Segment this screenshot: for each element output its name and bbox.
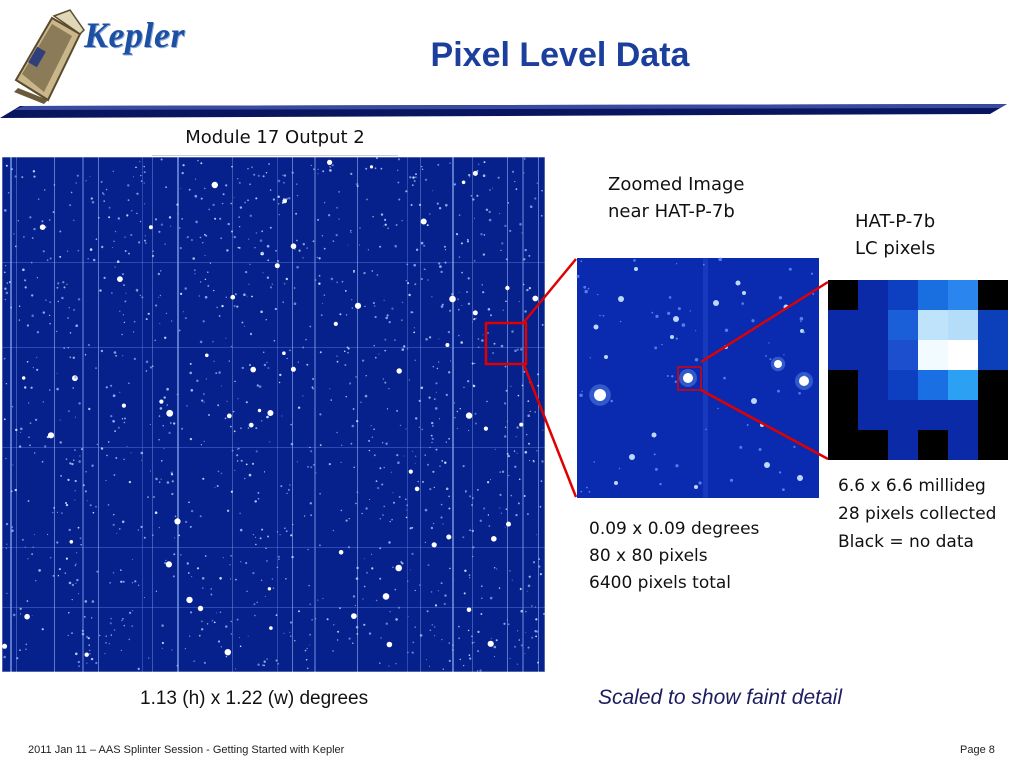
lc-pixel-cell: [888, 310, 918, 340]
kepler-logo: [14, 9, 85, 104]
page-title: Pixel Level Data: [430, 36, 690, 74]
lc-pixel-cell: [858, 310, 888, 340]
lc-caption-line1: 6.6 x 6.6 millideg: [838, 476, 986, 496]
zoomed-image: [576, 257, 820, 499]
lc-pixel-cell: [948, 430, 978, 460]
lc-caption-line2: 28 pixels collected: [838, 504, 997, 524]
footer-session: 2011 Jan 11 – AAS Splinter Session - Get…: [28, 744, 345, 756]
lc-pixel-cell: [918, 430, 948, 460]
zoom-caption-line2: 80 x 80 pixels: [589, 546, 708, 566]
highlight-box-small: [677, 366, 702, 391]
lc-pixel-cell: [918, 280, 948, 310]
zoom-label-line1: Zoomed Image: [608, 174, 745, 195]
lc-pixel-cell: [948, 370, 978, 400]
zoom-caption-line3: 6400 pixels total: [589, 573, 732, 593]
lc-label: HAT-P-7b LC pixels: [855, 208, 935, 262]
lc-caption: 6.6 x 6.6 millideg 28 pixels collected B…: [838, 472, 996, 556]
lc-pixel-cell: [828, 430, 858, 460]
lc-pixel-cell: [828, 340, 858, 370]
lc-pixel-cell: [888, 340, 918, 370]
field-dimensions-caption: 1.13 (h) x 1.22 (w) degrees: [140, 688, 369, 709]
highlight-box-large: [484, 321, 528, 366]
spacecraft-icon: [14, 9, 85, 104]
lc-pixel-cell: [978, 400, 1008, 430]
lc-pixel-cell: [978, 370, 1008, 400]
zoom-label: Zoomed Image near HAT-P-7b: [608, 171, 745, 225]
footer-page-number: Page 8: [960, 744, 995, 756]
lc-pixel-cell: [978, 430, 1008, 460]
header-rule: [0, 104, 1007, 118]
zoom-caption-line1: 0.09 x 0.09 degrees: [589, 519, 760, 539]
lc-pixel-cell: [828, 310, 858, 340]
lc-pixel-cell: [858, 370, 888, 400]
lc-pixel-cell: [858, 430, 888, 460]
lc-pixel-cell: [948, 310, 978, 340]
lc-label-line2: LC pixels: [855, 238, 936, 259]
lc-pixel-grid: [828, 280, 1008, 460]
lc-pixel-cell: [828, 370, 858, 400]
lc-pixel-cell: [948, 340, 978, 370]
star-field: [2, 157, 545, 672]
lc-pixel-cell: [858, 340, 888, 370]
lc-pixel-cell: [918, 370, 948, 400]
zoom-label-line2: near HAT-P-7b: [608, 201, 735, 222]
lc-pixel-cell: [948, 400, 978, 430]
lc-pixel-cell: [858, 400, 888, 430]
module-label-underline: [152, 155, 398, 156]
logo-wordmark: Kepler: [84, 15, 185, 55]
lc-pixel-cell: [978, 340, 1008, 370]
lc-label-line1: HAT-P-7b: [855, 211, 936, 232]
lc-pixel-cell: [918, 400, 948, 430]
zoom-caption: 0.09 x 0.09 degrees 80 x 80 pixels 6400 …: [589, 516, 759, 597]
lc-pixel-cell: [978, 280, 1008, 310]
lc-pixel-cell: [948, 280, 978, 310]
lc-caption-line3: Black = no data: [838, 532, 974, 552]
zoom-star-field: [576, 257, 815, 493]
full-field-image: [2, 157, 545, 672]
scaled-caption: Scaled to show faint detail: [598, 686, 842, 709]
lc-pixel-cell: [888, 430, 918, 460]
lc-pixel-cell: [888, 370, 918, 400]
lc-pixel-cell: [918, 340, 948, 370]
lc-pixel-cell: [888, 280, 918, 310]
lc-pixel-cell: [828, 400, 858, 430]
lc-pixel-cell: [858, 280, 888, 310]
grid-lines: [2, 157, 545, 672]
lc-pixel-cell: [888, 400, 918, 430]
module-label: Module 17 Output 2: [185, 127, 365, 148]
lc-pixel-cell: [978, 310, 1008, 340]
lc-pixel-cell: [918, 310, 948, 340]
lc-pixel-cell: [828, 280, 858, 310]
